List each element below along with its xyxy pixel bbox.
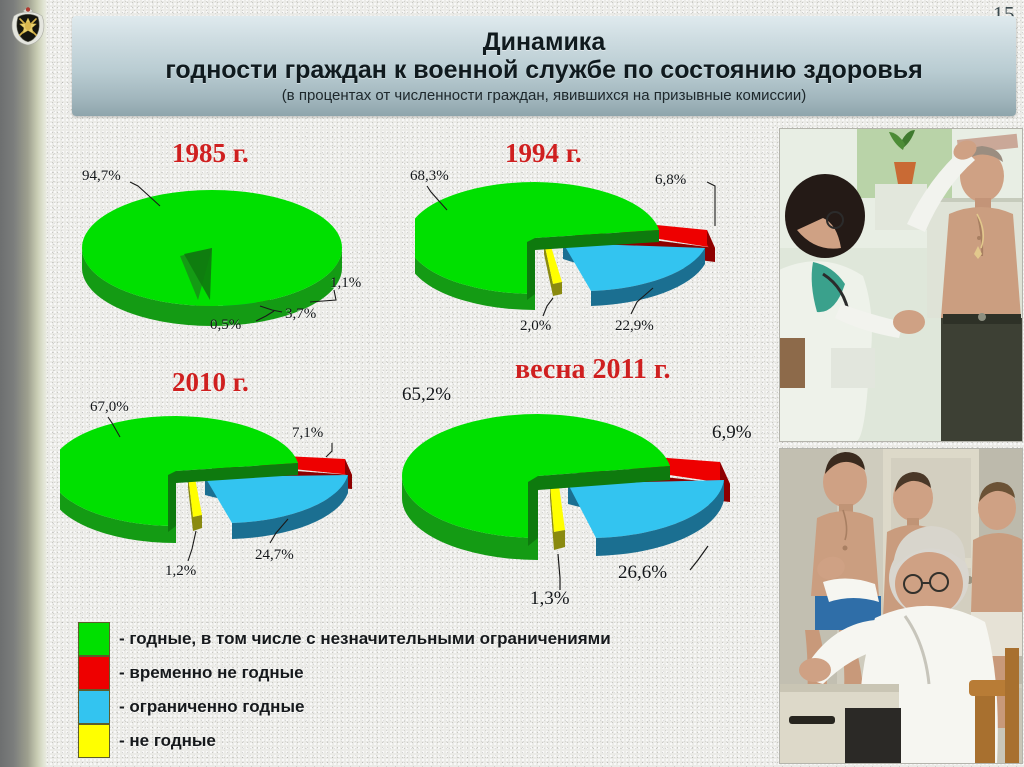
- pie-label-1985-1: 0,5%: [210, 317, 242, 333]
- page-title-line2: годности граждан к военной службе по сос…: [165, 55, 923, 84]
- pie-chart-1994: 1994 г. 68,3% 2,0% 22,9% 6,8%: [407, 130, 775, 345]
- pie-chart-spring-2011-graphic: [402, 414, 730, 560]
- legend-swatch-yellow: [78, 724, 110, 758]
- chart-title-1994: 1994 г.: [505, 138, 582, 168]
- pie-label-2010-1: 1,2%: [165, 563, 197, 579]
- pie-label-1985-2: 3,7%: [285, 306, 317, 322]
- slide-left-gradient-band: [0, 0, 48, 767]
- legend-label-limited-fit: - ограниченно годные: [119, 697, 305, 716]
- photo-medical-commission-conscripts: [779, 448, 1023, 764]
- pie-label-1994-1: 2,0%: [520, 318, 552, 334]
- chart-title-spring-2011: весна 2011 г.: [515, 354, 671, 385]
- chart-legend: - годные, в том числе с незначительными …: [78, 622, 611, 758]
- pie-chart-spring-2011: весна 2011 г. 65,2% 1,3% 26,6% 6,9%: [390, 350, 780, 615]
- pie-label-1994-3: 6,8%: [655, 172, 687, 188]
- chart-title-2010: 2010 г.: [172, 367, 249, 397]
- pie-label-2011-1: 1,3%: [530, 588, 570, 609]
- legend-label-temporarily-unfit: - временно не годные: [119, 663, 304, 682]
- pie-label-1985-3: 1,1%: [330, 275, 362, 291]
- legend-item-limited-fit: - ограниченно годные: [78, 690, 611, 724]
- pie-label-2010-0: 67,0%: [90, 399, 129, 415]
- page-title-line1: Динамика: [482, 27, 606, 56]
- slide-title-banner: Динамика годности граждан к военной служ…: [72, 16, 1016, 116]
- legend-swatch-green: [78, 622, 110, 656]
- pie-label-2010-2: 24,7%: [255, 547, 294, 563]
- legend-item-fit: - годные, в том числе с незначительными …: [78, 622, 611, 656]
- pie-label-2011-3: 6,9%: [712, 422, 752, 443]
- pie-label-1994-2: 22,9%: [615, 318, 654, 334]
- legend-label-unfit: - не годные: [119, 731, 216, 750]
- pie-chart-2010: 2010 г. 67,0% 1,2% 24,7% 7,1%: [50, 365, 420, 595]
- photo-medical-exam-height-measurement: [779, 128, 1023, 442]
- pie-chart-1985: 1985 г. 94,7% 0,5% 3,7% 1,1%: [60, 130, 410, 345]
- legend-item-unfit: - не годные: [78, 724, 611, 758]
- legend-item-temporarily-unfit: - временно не годные: [78, 656, 611, 690]
- pie-label-2010-3: 7,1%: [292, 425, 324, 441]
- legend-swatch-cyan: [78, 690, 110, 724]
- pie-chart-2010-graphic: [50, 416, 352, 543]
- chart-title-1985: 1985 г.: [172, 138, 249, 168]
- pie-label-1985-0: 94,7%: [82, 168, 121, 184]
- pie-label-2011-2: 26,6%: [618, 562, 668, 583]
- pie-label-1994-0: 68,3%: [410, 168, 449, 184]
- legend-swatch-red: [78, 656, 110, 690]
- pie-label-2011-0: 65,2%: [402, 384, 452, 405]
- page-subtitle: (в процентах от численности граждан, яви…: [281, 86, 807, 104]
- legend-label-fit: - годные, в том числе с незначительными …: [119, 629, 611, 648]
- military-emblem-icon: [6, 4, 50, 48]
- pie-chart-1994-graphic: [407, 182, 715, 310]
- pie-chart-1985-graphic: [82, 190, 342, 326]
